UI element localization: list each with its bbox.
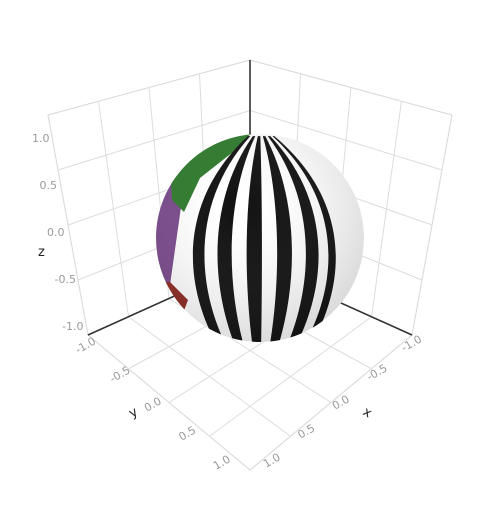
y-tick-label: 1.0 [211,453,233,473]
x-tick-label: 1.0 [261,451,283,471]
y-tick-label: -0.5 [108,364,133,386]
sphere-surface [156,134,364,342]
y-tick-label: -1.0 [73,335,98,357]
y-axis-label: y [127,404,141,421]
grid-line [209,316,372,437]
z-tick-label: 0.5 [40,179,58,192]
x-tick-label: 0.5 [296,422,318,442]
grid-line [371,101,402,317]
z-axis-label: z [38,245,45,260]
y-tick-label: 0.5 [177,424,199,444]
z-tick-label: -0.5 [55,273,76,286]
z-tick-labels: -1.0 -0.5 0.0 0.5 1.0 [32,132,83,333]
z-tick-label: 0.0 [47,226,65,239]
y-tick-label: 0.0 [142,395,164,415]
z-tick-label: -1.0 [62,320,83,333]
x-tick-label: -0.5 [365,362,390,384]
x-tick-label: 0.0 [330,393,352,413]
x-axis-label: x [360,404,374,421]
x-tick-label: -1.0 [399,333,424,355]
sphere-shading [156,134,364,342]
z-tick-label: 1.0 [32,132,50,145]
grid-line [128,316,291,437]
